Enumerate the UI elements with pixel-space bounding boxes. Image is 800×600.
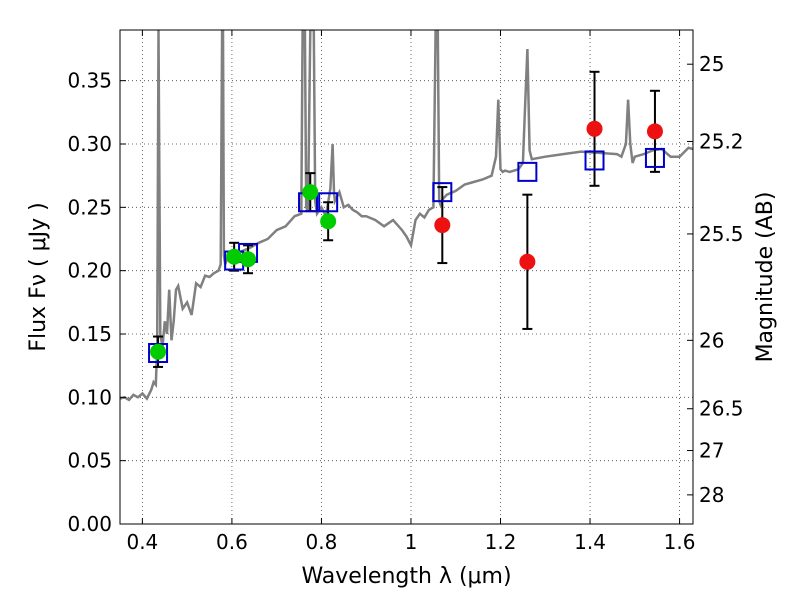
y-tick-label: 0.30 (67, 132, 112, 156)
green-data-point (150, 343, 167, 360)
green-data-point (226, 248, 243, 265)
plot-frame (119, 29, 694, 525)
x-tick-label: 1.4 (574, 530, 606, 554)
red-data-point (434, 217, 451, 234)
red-data-point (519, 253, 536, 270)
x-tick-label: 1.2 (485, 530, 517, 554)
y-axis-right-label: Magnitude (AB) (753, 192, 778, 363)
y-tick-label: 0.05 (67, 449, 112, 473)
model-flux-box (318, 192, 339, 213)
y-axis-label: Flux Fν ( μJy ) (26, 202, 51, 351)
right-tick-label: 27 (699, 439, 724, 463)
model-flux-box (517, 161, 538, 182)
y-tick-label: 0.20 (67, 259, 112, 283)
x-tick-label: 0.4 (126, 530, 158, 554)
right-tick-label: 28 (699, 483, 724, 507)
right-tick-label: 25 (699, 52, 724, 76)
green-data-point (240, 251, 257, 268)
x-tick-label: 1.6 (664, 530, 696, 554)
red-data-point (646, 123, 663, 140)
y-tick-label: 0.35 (67, 69, 112, 93)
spectrum-layer (120, 30, 693, 402)
data-points-layer (148, 70, 665, 368)
axis-ticks: 0.4 0.6 0.8 1 1.2 1.4 1.6 0.00 0.05 0.10 0.15 0.20 0… (67, 30, 744, 554)
right-tick-label: 26 (699, 328, 724, 352)
x-tick-label: 0.8 (306, 530, 338, 554)
right-tick-label: 26.5 (699, 397, 744, 421)
y-tick-label: 0.15 (67, 322, 112, 346)
x-axis-label: Wavelength λ (μm) (301, 564, 511, 589)
green-data-point (302, 184, 319, 201)
right-tick-label: 25.5 (699, 222, 744, 246)
model-flux-box (584, 150, 605, 171)
model-flux-box (644, 147, 665, 168)
model-flux-box (432, 182, 453, 203)
spectrum-line (120, 30, 693, 402)
y-tick-label: 0.25 (67, 195, 112, 219)
green-data-point (320, 213, 337, 230)
y-tick-label: 0.10 (67, 385, 112, 409)
y-tick-label: 0.00 (67, 512, 112, 536)
right-tick-label: 25.2 (699, 129, 744, 153)
x-tick-label: 0.6 (216, 530, 248, 554)
red-data-point (586, 120, 603, 137)
x-tick-label: 1 (405, 530, 418, 554)
